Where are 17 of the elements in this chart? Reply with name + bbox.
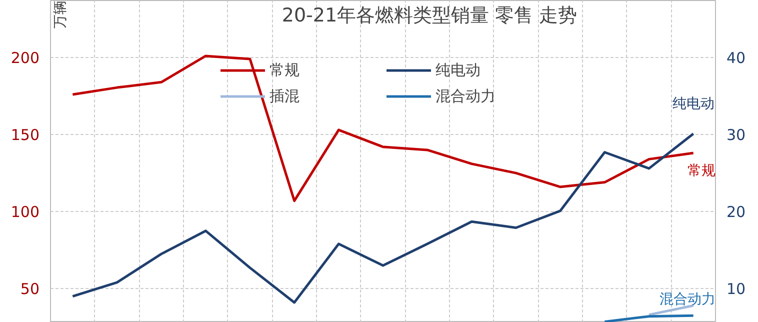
- annotation: 混合动力: [660, 292, 716, 308]
- legend-label: 纯电动: [436, 60, 482, 80]
- y-axis-title: 万辆: [52, 0, 68, 28]
- y-tick-label: 100: [10, 203, 40, 222]
- legend-label: 混合动力: [436, 86, 496, 106]
- y-tick-label: 200: [10, 49, 40, 68]
- chart-title: 20-21年各燃料类型销量 零售 走势: [282, 4, 578, 26]
- y2-tick-label: 30: [726, 126, 746, 144]
- y2-tick-label: 10: [726, 280, 746, 298]
- y2-tick-label: 40: [726, 49, 746, 68]
- y-tick-label: 150: [10, 126, 40, 144]
- annotation: 纯电动: [672, 96, 714, 112]
- legend-label: 常规: [270, 60, 300, 80]
- y2-tick-label: 20: [726, 203, 746, 222]
- y-tick-label: 50: [20, 280, 40, 298]
- legend-label: 插混: [270, 86, 300, 106]
- annotation: 常规: [688, 163, 716, 180]
